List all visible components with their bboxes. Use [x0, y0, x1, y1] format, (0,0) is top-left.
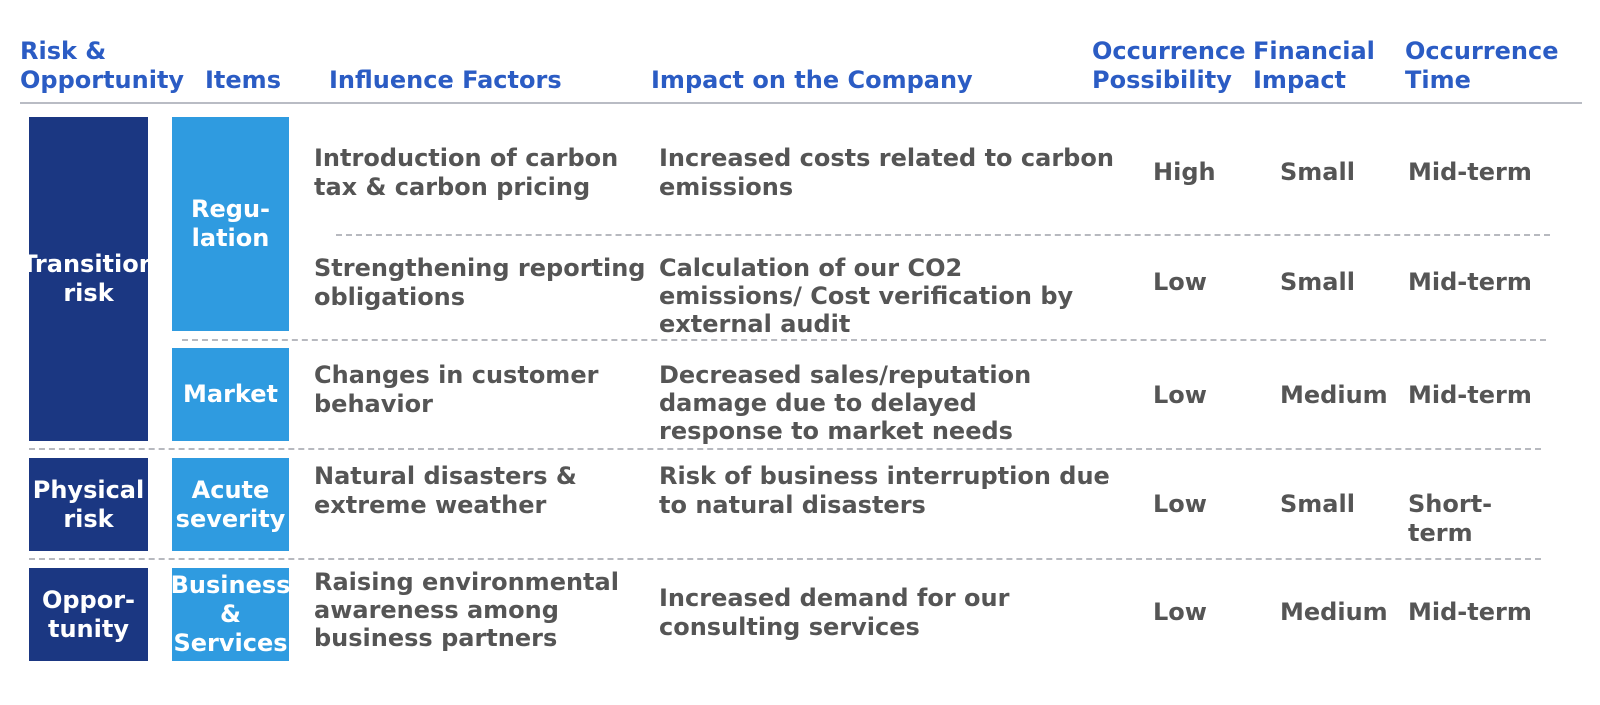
category-transition-label: Transition risk [29, 250, 148, 307]
header-risk-opportunity: Risk & Opportunity [20, 37, 185, 94]
header-financial-impact: Financial Impact [1253, 37, 1375, 94]
row-financial: Medium [1280, 381, 1388, 409]
header-occurrence-possibility: Occurrence Possibility [1092, 37, 1246, 94]
row-factor: Introduction of carbon tax & carbon pric… [314, 144, 619, 201]
row-separator [182, 339, 1546, 341]
row-impact: Increased costs related to carbon emissi… [659, 144, 1114, 201]
item-acute-label: Acute severity [175, 475, 286, 533]
category-opportunity: Oppor- tunity [29, 568, 148, 661]
row-separator [336, 234, 1550, 236]
category-transition-risk: Transition risk [29, 117, 148, 441]
header-influence-factors: Influence Factors [329, 66, 562, 94]
row-possibility: Low [1153, 598, 1207, 626]
row-time: Short- term [1408, 490, 1493, 547]
row-time: Mid-term [1408, 158, 1532, 186]
row-impact: Risk of business interruption due to nat… [659, 462, 1110, 519]
item-market: Market [172, 348, 289, 441]
row-possibility: Low [1153, 490, 1207, 518]
category-physical-risk: Physical risk [29, 458, 148, 551]
row-possibility: High [1153, 158, 1216, 186]
row-time: Mid-term [1408, 268, 1532, 296]
row-factor: Changes in customer behavior [314, 361, 599, 418]
row-time: Mid-term [1408, 598, 1532, 626]
header-occurrence-time: Occurrence Time [1405, 37, 1559, 94]
row-financial: Small [1280, 268, 1355, 296]
row-separator [29, 558, 1541, 560]
item-market-label: Market [183, 380, 278, 408]
row-factor: Natural disasters & extreme weather [314, 462, 577, 519]
item-regulation-label: Regu- lation [191, 195, 270, 252]
row-factor: Strengthening reporting obligations [314, 254, 646, 311]
row-possibility: Low [1153, 268, 1207, 296]
item-regulation: Regu- lation [172, 117, 289, 331]
category-physical-label: Physical risk [32, 475, 145, 533]
header-rule [20, 102, 1582, 104]
row-impact: Calculation of our CO2 emissions/ Cost v… [659, 254, 1074, 338]
row-financial: Medium [1280, 598, 1388, 626]
row-financial: Small [1280, 158, 1355, 186]
row-impact: Increased demand for our consulting serv… [659, 584, 1010, 641]
row-factor: Raising environmental awareness among bu… [314, 568, 619, 652]
header-impact: Impact on the Company [651, 66, 973, 94]
row-financial: Small [1280, 490, 1355, 518]
row-possibility: Low [1153, 381, 1207, 409]
item-business-services: Business & Services [172, 568, 289, 661]
row-separator [29, 448, 1541, 450]
category-opportunity-label: Oppor- tunity [41, 585, 136, 643]
row-time: Mid-term [1408, 381, 1532, 409]
header-items: Items [205, 66, 281, 94]
row-impact: Decreased sales/reputation damage due to… [659, 361, 1032, 445]
item-acute-severity: Acute severity [172, 458, 289, 551]
item-business-label: Business & Services [172, 571, 289, 657]
